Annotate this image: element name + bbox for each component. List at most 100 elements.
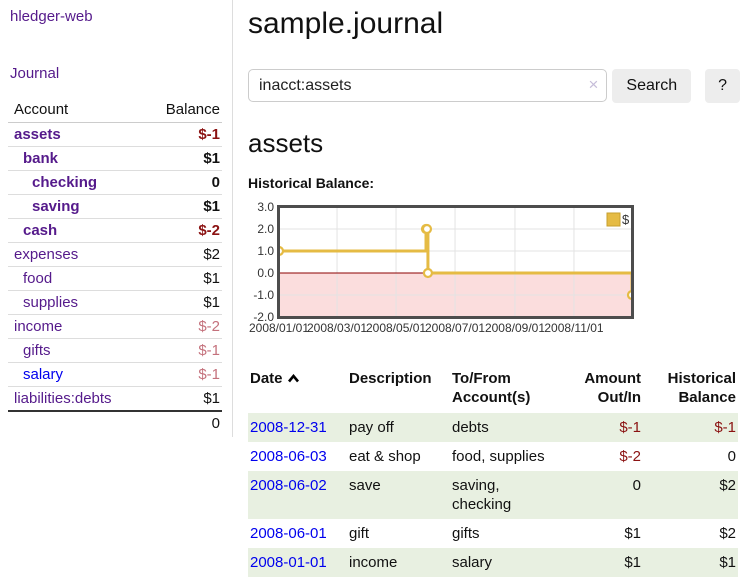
account-link[interactable]: saving — [32, 198, 80, 215]
account-link[interactable]: checking — [32, 174, 98, 191]
transaction-description: pay off — [349, 419, 394, 436]
register-header-description: Description — [349, 370, 432, 387]
historical-balance-chart: 3.0 2.0 1.0 0.0 -1.0 -2.0 $ 2008/01/01 2008/03… — [248, 200, 740, 339]
search-button[interactable]: Search — [612, 69, 692, 103]
account-balance: $2 — [141, 242, 222, 267]
sidebar-account-row: food $1 — [8, 266, 222, 291]
sidebar-account-row: cash $-2 — [8, 218, 222, 243]
transaction-accounts: gifts — [452, 525, 480, 542]
account-link[interactable]: expenses — [14, 246, 79, 263]
sidebar-item-journal[interactable]: Journal — [10, 65, 60, 82]
sort-ascending-icon — [287, 373, 299, 383]
account-link[interactable]: assets — [14, 126, 61, 143]
y-tick-label: -1.0 — [253, 288, 274, 302]
register-header-balance: Historical Balance — [667, 370, 736, 406]
transaction-balance: 0 — [727, 448, 736, 465]
account-link[interactable]: income — [14, 318, 63, 335]
accounts-table: Account Balance assets $-1 bank $1 checkin… — [8, 98, 222, 435]
account-link[interactable]: supplies — [23, 294, 79, 311]
x-tick-label: 2008/05/01 — [365, 321, 427, 335]
sidebar-account-row: checking 0 — [8, 170, 222, 195]
y-tick-label: 0.0 — [257, 266, 274, 280]
transaction-amount: 0 — [632, 477, 641, 494]
y-tick-label: 3.0 — [257, 200, 274, 214]
transaction-description: income — [349, 554, 398, 571]
register-row: 2008-01-01 income salary $1 $1 — [248, 548, 738, 577]
chart-legend-label: $ — [622, 212, 630, 227]
transaction-date-link[interactable]: 2008-06-01 — [250, 525, 327, 542]
sidebar-account-row: bank $1 — [8, 146, 222, 171]
account-link[interactable]: bank — [23, 150, 59, 167]
y-tick-label: 2.0 — [257, 222, 274, 236]
transaction-accounts: food, supplies — [452, 448, 545, 465]
transaction-accounts: saving, checking — [452, 477, 512, 513]
transaction-amount: $1 — [624, 525, 641, 542]
account-balance: $-1 — [141, 362, 222, 387]
account-link[interactable]: food — [23, 270, 53, 287]
balance-chart-svg: $ — [277, 205, 634, 319]
account-link[interactable]: cash — [23, 222, 58, 239]
transaction-amount: $-1 — [619, 419, 641, 436]
sidebar-account-row: assets $-1 — [8, 122, 222, 147]
account-link[interactable]: liabilities:debts — [14, 390, 112, 407]
clear-search-icon[interactable]: × — [588, 75, 599, 94]
account-heading: assets — [248, 128, 324, 158]
transaction-balance: $-1 — [714, 419, 736, 436]
account-balance: $-2 — [141, 218, 222, 243]
register-header-accounts: To/From Account(s) — [452, 370, 531, 406]
register-row: 2008-06-03 eat & shop food, supplies $-2… — [248, 442, 738, 471]
accounts-header-account: Account — [8, 98, 142, 123]
transaction-date-link[interactable]: 2008-06-02 — [250, 477, 327, 494]
page-title: sample.journal — [248, 7, 444, 40]
transaction-description: gift — [349, 525, 370, 542]
register-row: 2008-12-31 pay off debts $-1 $-1 — [248, 413, 738, 442]
register-table: Date Description To/From Account(s) Amou… — [248, 367, 738, 577]
transaction-description: eat & shop — [349, 448, 421, 465]
transaction-date-link[interactable]: 2008-06-03 — [250, 448, 327, 465]
chart-heading: Historical Balance: — [248, 175, 375, 191]
transaction-accounts: debts — [452, 419, 489, 436]
transaction-accounts: salary — [452, 554, 493, 571]
legend-swatch — [606, 212, 621, 227]
help-button[interactable]: ? — [705, 69, 740, 103]
account-balance: $-2 — [141, 314, 222, 339]
transaction-balance: $2 — [719, 477, 736, 494]
sidebar-account-row: income $-2 — [8, 314, 222, 339]
account-balance: $1 — [141, 194, 222, 219]
sidebar-account-row: saving $1 — [8, 194, 222, 219]
accounts-total-row: 0 — [8, 410, 222, 435]
sidebar: hledger-web Journal Account Balance asse… — [0, 0, 233, 437]
sidebar-account-row: gifts $-1 — [8, 338, 222, 363]
account-balance: $1 — [141, 146, 222, 171]
search-form: × Search ? — [248, 69, 740, 103]
register-header-row: Date Description To/From Account(s) Amou… — [248, 367, 738, 413]
x-tick-label: 2008/03/01 — [306, 321, 368, 335]
sidebar-account-row: salary $-1 — [8, 362, 222, 387]
account-link[interactable]: gifts — [23, 342, 51, 359]
transaction-balance: $2 — [719, 525, 736, 542]
account-link[interactable]: salary — [23, 366, 64, 383]
accounts-header-balance: Balance — [141, 98, 222, 123]
register-header-amount: Amount Out/In — [584, 370, 641, 406]
transaction-date-link[interactable]: 2008-12-31 — [250, 419, 327, 436]
search-box: × — [248, 69, 608, 103]
x-tick-label: 2008/07/01 — [424, 321, 486, 335]
register-row: 2008-06-01 gift gifts $1 $2 — [248, 519, 738, 548]
app-title-link[interactable]: hledger-web — [10, 8, 93, 25]
transaction-description: save — [349, 477, 381, 494]
sidebar-account-row: supplies $1 — [8, 290, 222, 315]
transaction-amount: $1 — [624, 554, 641, 571]
x-tick-label: 2008/01/01 — [248, 321, 310, 335]
register-row: 2008-06-02 save saving, checking 0 $2 — [248, 471, 738, 519]
sidebar-account-row: expenses $2 — [8, 242, 222, 267]
main-content: sample.journal × Search ? assets Histori… — [248, 0, 740, 577]
search-input[interactable] — [248, 69, 608, 102]
y-tick-label: -2.0 — [253, 310, 274, 324]
sidebar-account-row: liabilities:debts $1 — [8, 387, 222, 412]
account-balance: $1 — [141, 266, 222, 291]
transaction-date-link[interactable]: 2008-01-01 — [250, 554, 327, 571]
transaction-balance: $1 — [719, 554, 736, 571]
transaction-amount: $-2 — [619, 448, 641, 465]
register-header-date[interactable]: Date — [248, 367, 347, 413]
